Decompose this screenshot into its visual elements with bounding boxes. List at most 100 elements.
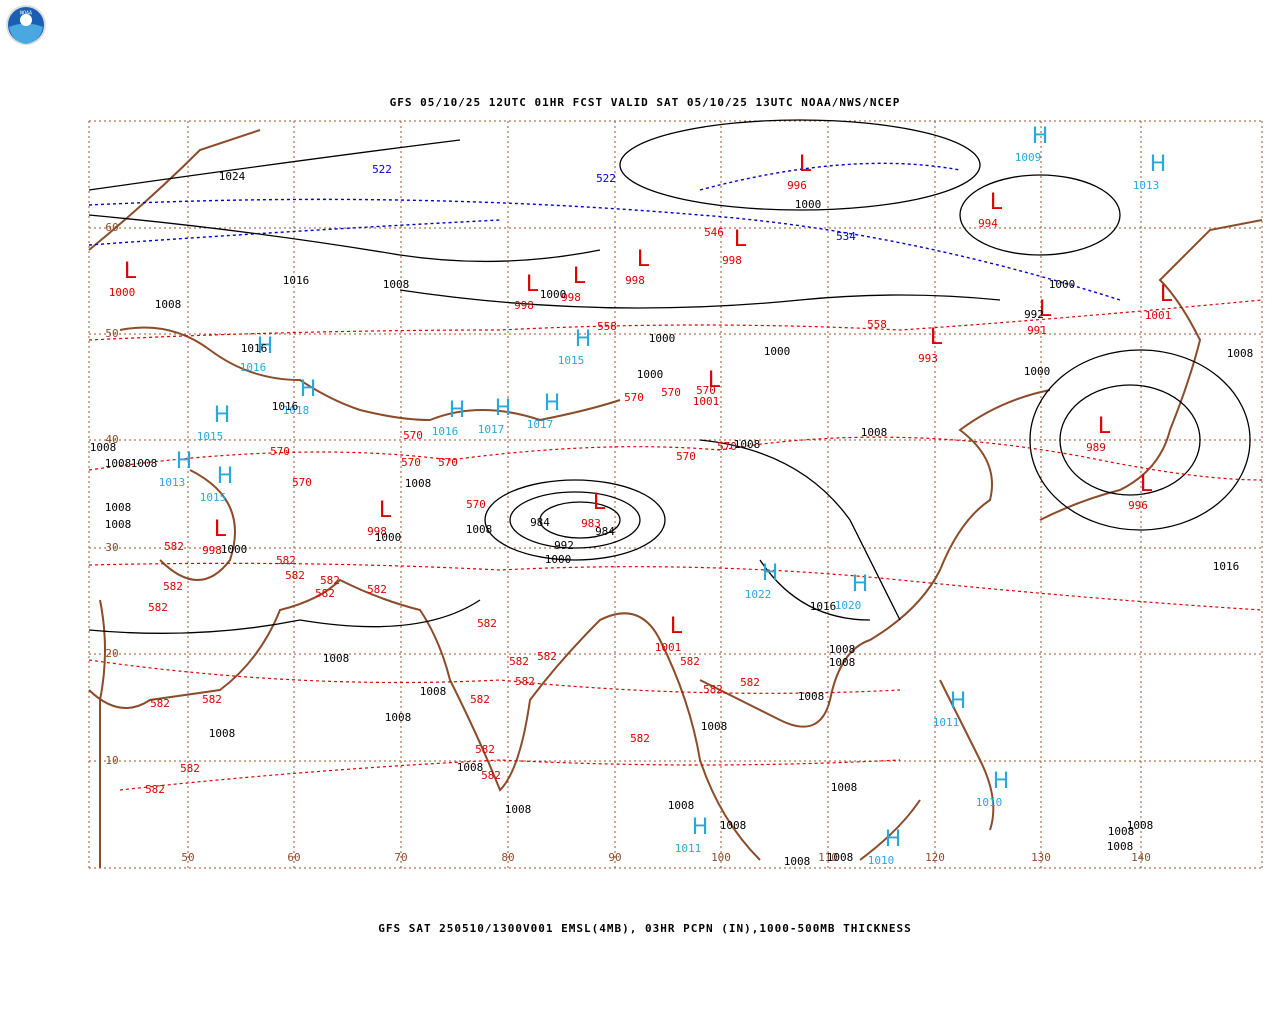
- low-symbol: L: [734, 227, 747, 252]
- low-value: 998: [561, 291, 581, 304]
- high-symbol: H: [575, 327, 592, 352]
- low-symbol: L: [930, 325, 943, 350]
- high-symbol: H: [495, 396, 512, 421]
- low-symbol: L: [1140, 472, 1153, 497]
- isobar-label: 1008: [1108, 825, 1135, 838]
- low-value: 998: [367, 525, 387, 538]
- low-symbol: L: [593, 490, 606, 515]
- isobar-label: 1008: [1227, 347, 1254, 360]
- low-symbol: L: [799, 152, 812, 177]
- thickness-label: 570: [466, 498, 486, 511]
- isobar-label: 1008: [405, 477, 432, 490]
- isobar-label: 1008: [827, 851, 854, 864]
- isobar-label: 1008: [1127, 819, 1154, 832]
- isobar-label: 1008: [105, 501, 132, 514]
- high-symbol: H: [214, 403, 231, 428]
- thickness-label: 582: [703, 683, 723, 696]
- isobar-label: 1008: [784, 855, 811, 868]
- low-value: 1001: [655, 641, 682, 654]
- thickness-label: 582: [148, 601, 168, 614]
- low-symbol: L: [1160, 282, 1173, 307]
- high-value: 1022: [745, 588, 772, 601]
- isobar-label: 1008: [131, 457, 158, 470]
- isobar-label: 1000: [221, 543, 248, 556]
- high-symbol: H: [950, 689, 967, 714]
- lon-label: 140: [1131, 851, 1151, 864]
- thickness-label: 522: [596, 172, 616, 185]
- low-value: 998: [722, 254, 742, 267]
- isobar-label: 1008: [155, 298, 182, 311]
- low-value: 983: [581, 517, 601, 530]
- low-value: 989: [1086, 441, 1106, 454]
- noaa-logo: NOAA: [6, 5, 46, 45]
- lat-label: 10: [105, 754, 118, 767]
- low-value: 1000: [109, 286, 136, 299]
- thickness-label: 546: [704, 226, 724, 239]
- lat-label: 60: [105, 221, 118, 234]
- high-value: 1018: [283, 404, 310, 417]
- isobar-label: 1016: [283, 274, 310, 287]
- high-value: 1013: [159, 476, 186, 489]
- lon-label: 70: [394, 851, 407, 864]
- low-symbol: L: [1098, 414, 1111, 439]
- coastlines: [88, 129, 1263, 868]
- high-symbol: H: [852, 572, 869, 597]
- isobar-label: 1008: [105, 518, 132, 531]
- thickness-label: 582: [537, 650, 557, 663]
- thickness-label: 582: [285, 569, 305, 582]
- low-value: 1001: [1145, 309, 1172, 322]
- isobar-label: 1000: [795, 198, 822, 211]
- isobar-label: 1016: [272, 400, 299, 413]
- lon-label: 110: [818, 851, 838, 864]
- isobars: [88, 119, 1251, 634]
- high-symbol: H: [257, 334, 274, 359]
- lon-label: 130: [1031, 851, 1051, 864]
- thickness-label: 582: [509, 655, 529, 668]
- graticule: [88, 120, 1263, 869]
- isobar-label: 1000: [649, 332, 676, 345]
- high-value: 1017: [478, 423, 505, 436]
- thickness-label: 570: [717, 440, 737, 453]
- thickness-label: 582: [163, 580, 183, 593]
- isobar-label: 984: [530, 516, 550, 529]
- isobar-label: 1008: [798, 690, 825, 703]
- thickness-label: 522: [372, 163, 392, 176]
- thickness-label: 570: [270, 445, 290, 458]
- thickness-label: 558: [597, 320, 617, 333]
- thickness-label: 582: [320, 574, 340, 587]
- high-symbol: H: [300, 377, 317, 402]
- thickness-label: 570: [292, 476, 312, 489]
- high-value: 1011: [675, 842, 702, 855]
- thickness-contours: [88, 162, 1263, 791]
- high-value: 1011: [933, 716, 960, 729]
- isobar-label: 1008: [457, 761, 484, 774]
- high-value: 1010: [868, 854, 895, 867]
- thickness-label: 582: [180, 762, 200, 775]
- thickness-label: 582: [477, 617, 497, 630]
- low-value: 996: [787, 179, 807, 192]
- thickness-label: 582: [475, 743, 495, 756]
- isobar-label: 1008: [385, 711, 412, 724]
- lat-label: 20: [105, 647, 118, 660]
- thickness-label: 582: [630, 732, 650, 745]
- high-symbol: H: [217, 464, 234, 489]
- high-value: 1015: [197, 430, 224, 443]
- thickness-label: 534: [836, 230, 856, 243]
- low-symbol: L: [637, 247, 650, 272]
- high-symbol: H: [176, 449, 193, 474]
- thickness-label: 582: [164, 540, 184, 553]
- thickness-label: 582: [515, 675, 535, 688]
- thickness-label: 582: [740, 676, 760, 689]
- isobar-label: 1008: [829, 643, 856, 656]
- thickness-label: 582: [145, 783, 165, 796]
- isobar-label: 1008: [383, 278, 410, 291]
- thickness-label: 570: [401, 456, 421, 469]
- isobar-label: 1008: [1107, 840, 1134, 853]
- thickness-label: 570: [624, 391, 644, 404]
- high-value: 1015: [558, 354, 585, 367]
- caption: GFS SAT 250510/1300V001 EMSL(4MB), 03HR …: [378, 922, 912, 935]
- lat-label: 50: [105, 327, 118, 340]
- isobar-label: 1000: [1049, 278, 1076, 291]
- isobar-label: 1008: [829, 656, 856, 669]
- isobar-label: 1008: [831, 781, 858, 794]
